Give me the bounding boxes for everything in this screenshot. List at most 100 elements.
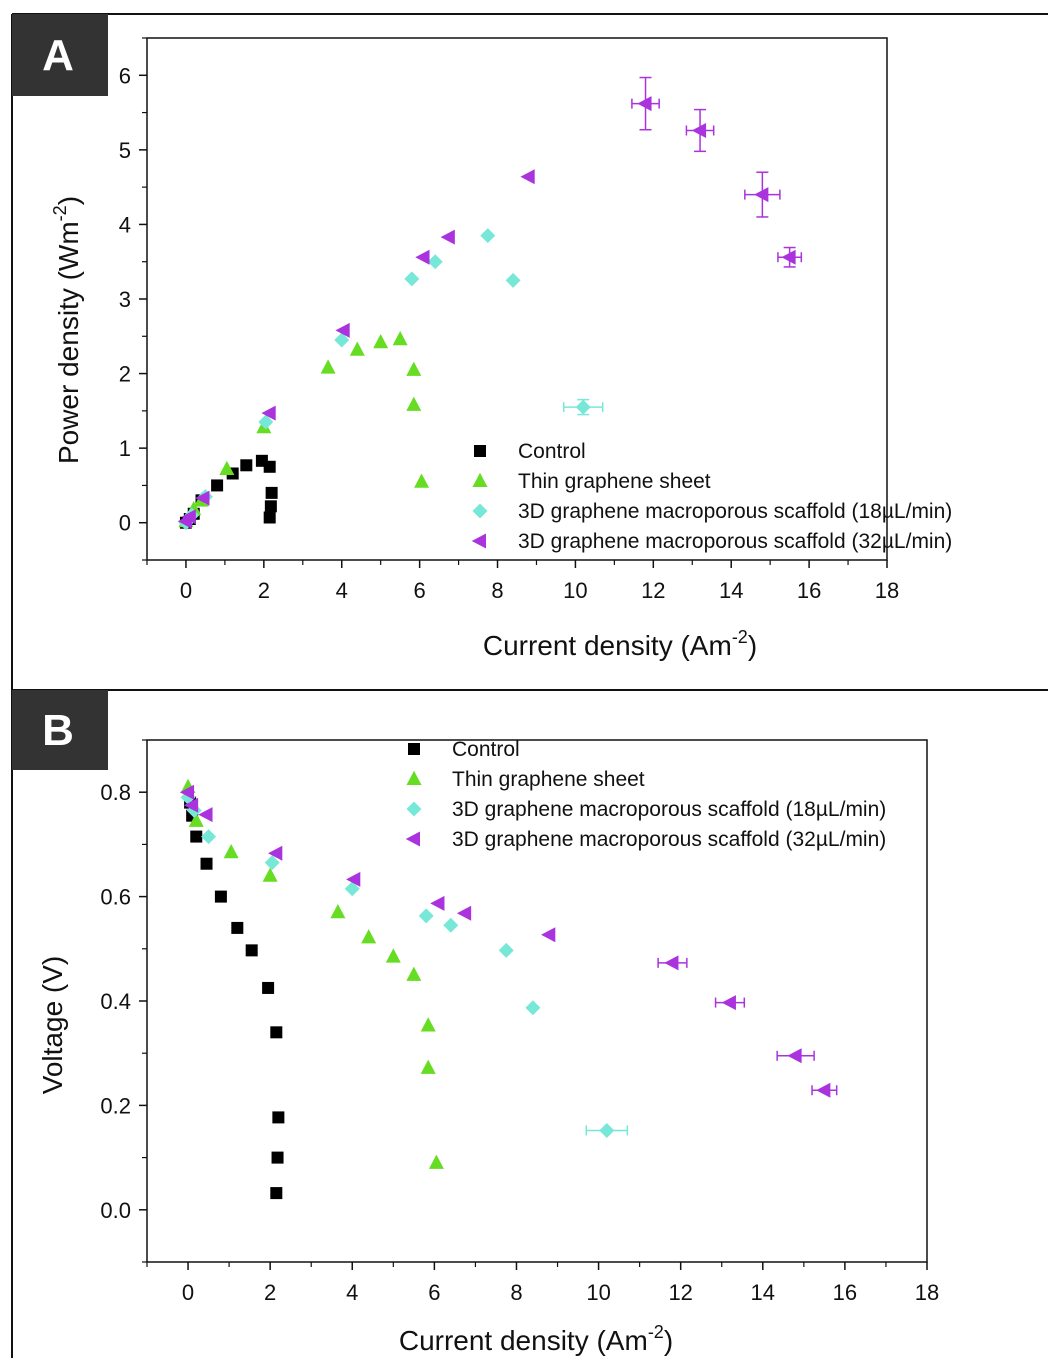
x-tick-label: 18 <box>875 578 899 603</box>
legend-marker-diamond <box>472 503 488 519</box>
y-tick-label: 5 <box>119 138 131 163</box>
x-tick-label: 4 <box>346 1280 358 1305</box>
data-point-triangle-left <box>195 490 210 506</box>
data-point-triangle-up <box>420 1017 436 1032</box>
panel-b-label-box <box>12 690 108 770</box>
voltage-chart: 0 2 4 6 8 10 12 14 16 18 0.0 0.2 0.4 0.6 0.8 Current d… <box>37 738 939 1356</box>
data-point-square <box>263 460 276 473</box>
data-point-diamond <box>498 942 514 958</box>
legend-marker-triangle-left <box>471 533 486 549</box>
x-tick-label: 14 <box>719 578 743 603</box>
data-point-diamond <box>599 1122 615 1138</box>
panel-b-label: B <box>42 706 74 755</box>
data-point-triangle-up <box>392 331 408 346</box>
legend-label: 3D graphene macroporous scaffold (32µL/m… <box>452 828 886 851</box>
data-point-triangle-left <box>440 229 455 245</box>
legend-marker-triangle-up <box>472 472 488 487</box>
x-tick-label: 14 <box>751 1280 775 1305</box>
data-point-triangle-up <box>406 361 422 376</box>
data-point-triangle-left <box>787 1048 802 1064</box>
y-tick-label: 0.4 <box>100 989 131 1014</box>
data-point-square <box>264 500 277 513</box>
y-tick-label: 6 <box>119 63 131 88</box>
legend-marker-square <box>408 743 420 755</box>
data-point-triangle-up <box>223 843 239 859</box>
data-point-triangle-left <box>637 96 652 112</box>
data-point-diamond <box>480 228 496 244</box>
data-point-square <box>190 830 203 843</box>
legend-label: Thin graphene sheet <box>452 768 645 791</box>
y-tick-label: 2 <box>119 362 131 387</box>
x-tick-label: 12 <box>641 578 665 603</box>
data-point-triangle-up <box>219 460 235 476</box>
x-tick-label: 16 <box>833 1280 857 1305</box>
data-point-square <box>262 981 275 994</box>
legend-label: Thin graphene sheet <box>518 470 711 493</box>
data-point-triangle-left <box>754 187 769 203</box>
data-point-triangle-up <box>262 867 278 882</box>
chart-a-markers <box>177 76 803 531</box>
data-point-triangle-left <box>541 927 556 943</box>
data-point-triangle-left <box>335 322 350 338</box>
legend-marker-square <box>474 445 486 457</box>
data-point-diamond <box>525 1000 541 1016</box>
data-point-square <box>255 454 268 467</box>
y-tick-label: 0.6 <box>100 885 131 910</box>
x-tick-label: 2 <box>264 1280 276 1305</box>
y-tick-label: 0 <box>119 511 131 536</box>
x-tick-label: 0 <box>182 1280 194 1305</box>
chart-a-x-axis-title: Current density (Am-2) <box>483 627 757 661</box>
data-point-diamond <box>575 399 591 415</box>
data-point-triangle-up <box>428 1154 444 1169</box>
legend-marker-triangle-left <box>405 831 420 847</box>
data-point-triangle-left <box>520 169 535 185</box>
data-point-diamond <box>443 917 459 933</box>
data-point-triangle-left <box>198 807 213 823</box>
y-tick-label: 0.8 <box>100 780 131 805</box>
x-tick-label: 8 <box>510 1280 522 1305</box>
data-point-square <box>200 857 213 870</box>
data-point-triangle-up <box>320 359 336 374</box>
data-point-triangle-up <box>414 473 430 488</box>
panel-a-label: A <box>42 31 74 80</box>
x-tick-label: 10 <box>563 578 587 603</box>
data-point-square <box>270 1026 283 1039</box>
data-point-diamond <box>344 881 360 897</box>
data-point-triangle-left <box>268 845 283 861</box>
data-point-triangle-left <box>691 122 707 138</box>
legend-marker-triangle-up <box>406 770 422 785</box>
x-tick-label: 6 <box>414 578 426 603</box>
data-point-triangle-left <box>456 905 472 921</box>
data-point-triangle-left <box>261 405 276 421</box>
data-point-square <box>271 1151 284 1164</box>
data-point-triangle-left <box>346 871 361 887</box>
data-point-square <box>265 486 278 499</box>
data-point-diamond <box>258 414 274 430</box>
data-point-triangle-up <box>420 1059 436 1074</box>
data-point-triangle-up <box>330 904 346 919</box>
data-point-square <box>240 459 253 472</box>
data-point-triangle-left <box>781 249 796 265</box>
y-tick-label: 1 <box>119 436 131 461</box>
x-tick-label: 6 <box>428 1280 440 1305</box>
chart-a-legend: Control Thin graphene sheet 3D graphene ma… <box>471 440 952 553</box>
chart-a-y-axis-title: Power density (Wm-2) <box>50 196 84 464</box>
x-tick-label: 10 <box>586 1280 610 1305</box>
data-point-square <box>211 479 224 492</box>
data-point-triangle-left <box>415 249 430 265</box>
data-point-diamond <box>505 272 521 288</box>
panel-a-label-box <box>12 14 108 96</box>
data-point-triangle-left <box>183 797 199 813</box>
x-tick-label: 4 <box>336 578 348 603</box>
data-point-triangle-left <box>664 955 679 971</box>
data-point-square <box>245 944 258 957</box>
legend-label: 3D graphene macroporous scaffold (32µL/m… <box>518 530 952 553</box>
chart-b-ticks: 0 2 4 6 8 10 12 14 16 18 0.0 0.2 0.4 0.6 0.8 <box>100 739 939 1305</box>
legend-label: 3D graphene macroporous scaffold (18µL/m… <box>452 798 886 821</box>
data-point-square <box>231 921 244 934</box>
data-point-diamond <box>264 855 280 871</box>
x-tick-label: 8 <box>491 578 503 603</box>
